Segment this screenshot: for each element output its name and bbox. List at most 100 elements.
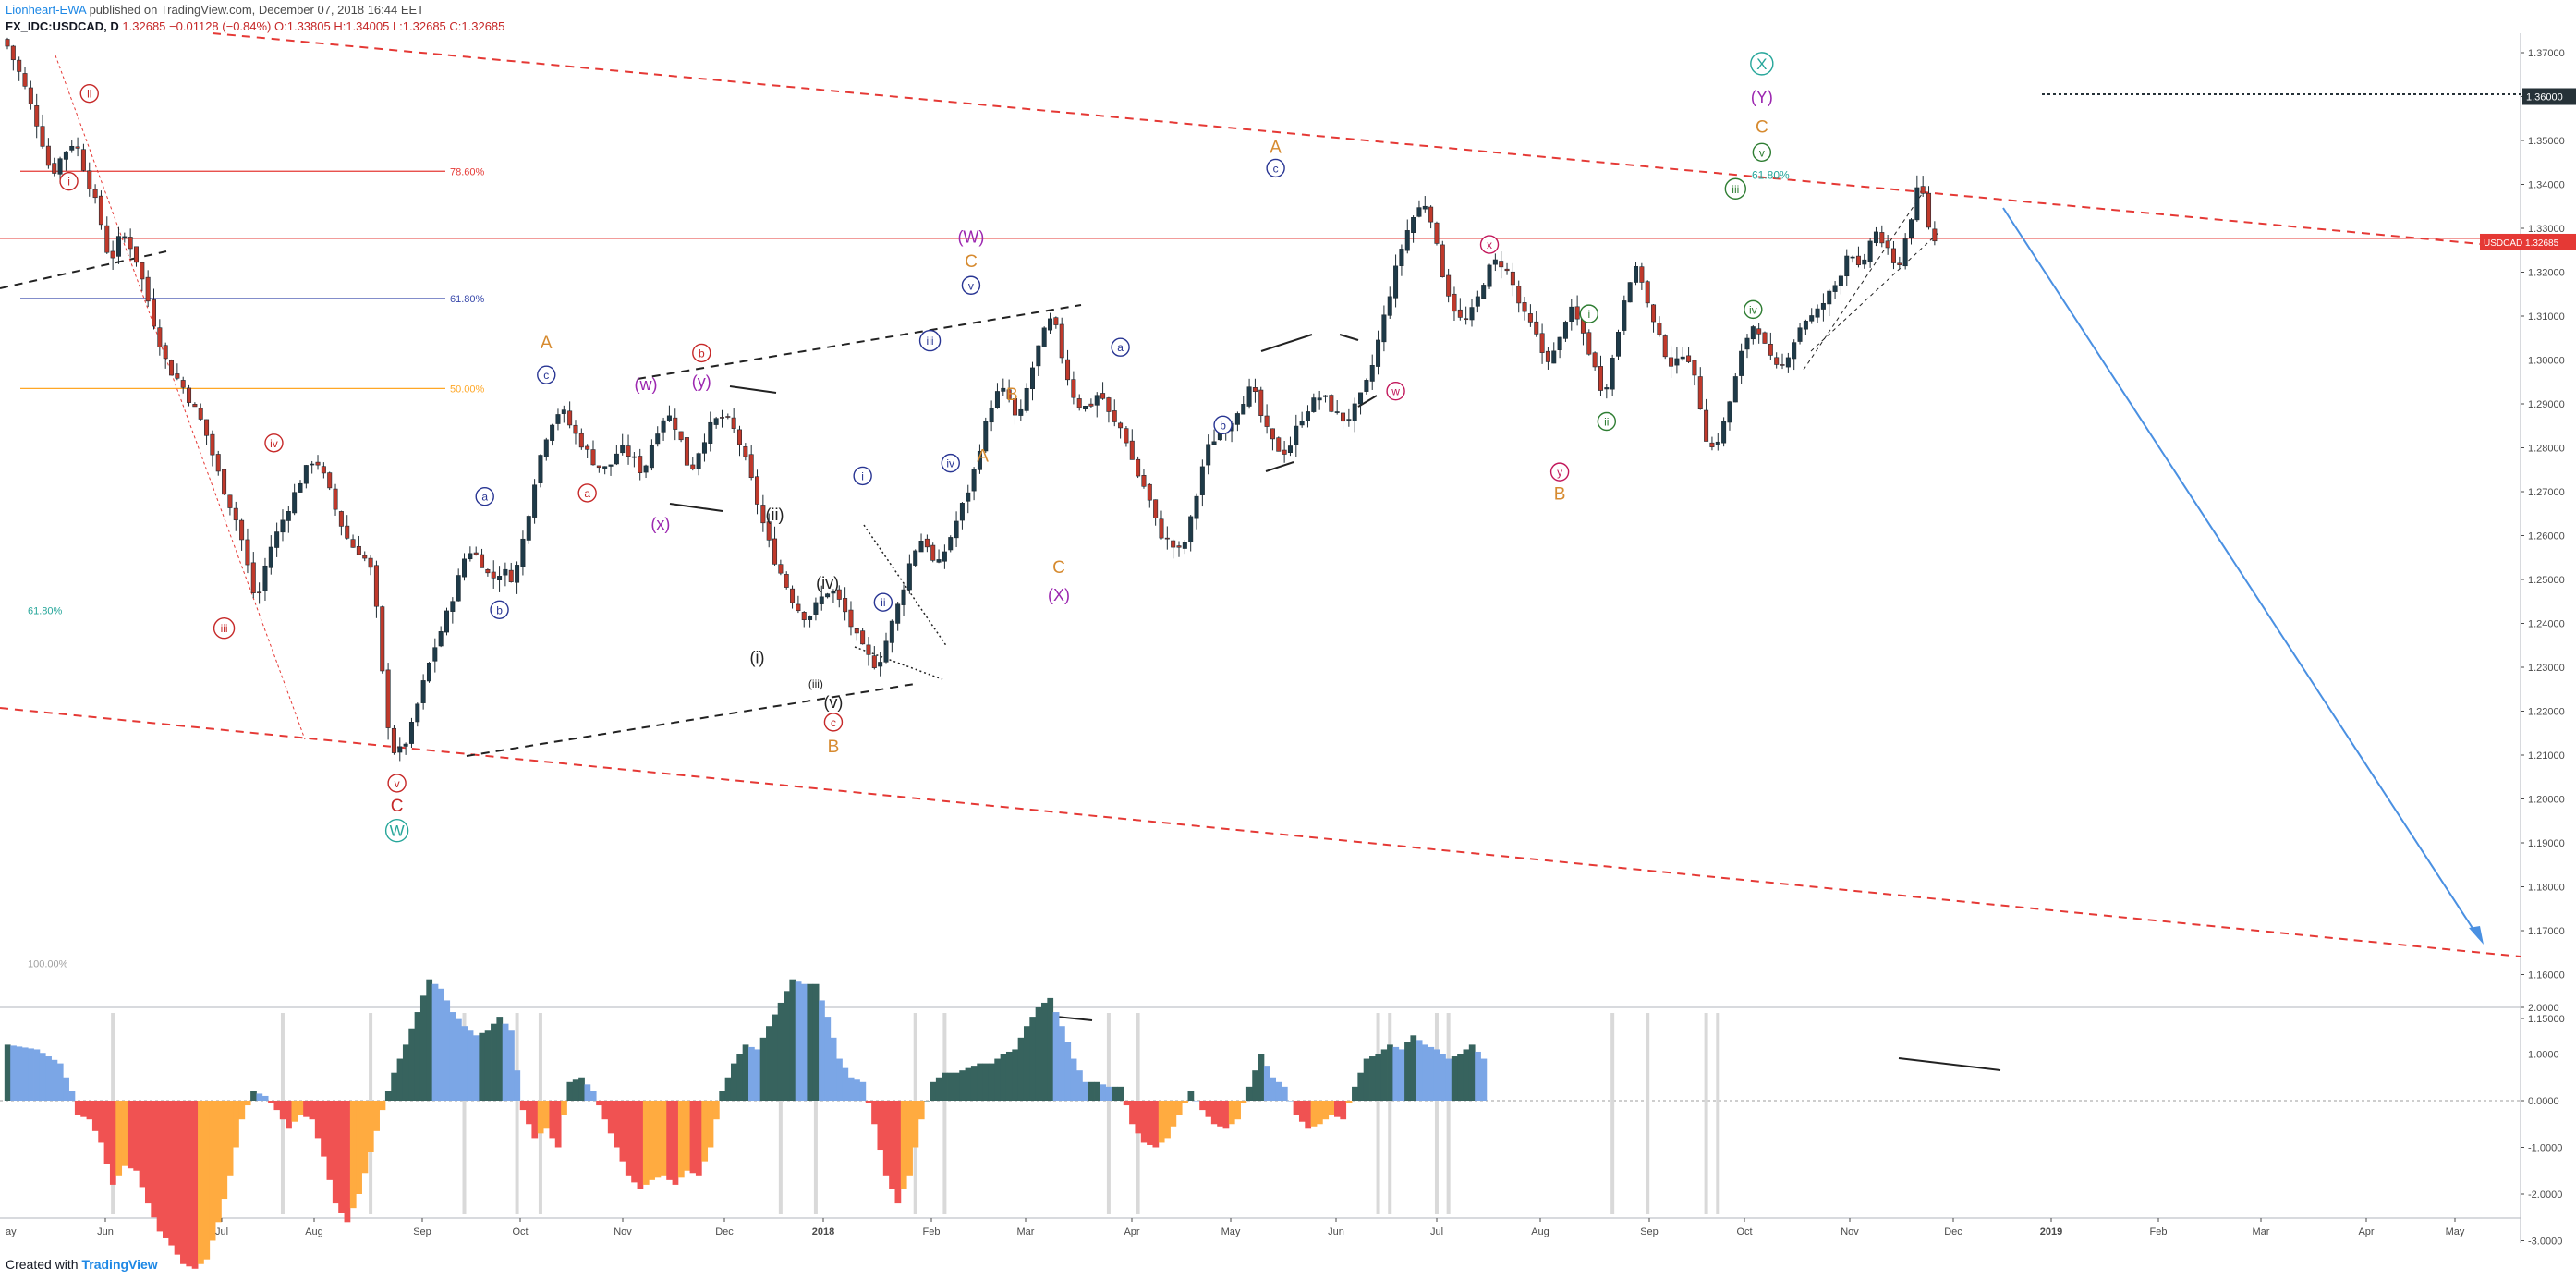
osc-bar bbox=[994, 1058, 1002, 1101]
candle-body bbox=[1616, 332, 1622, 357]
osc-bar bbox=[356, 1101, 362, 1194]
candle-body bbox=[480, 554, 485, 568]
fib-label: 61.80% bbox=[450, 294, 485, 305]
candle-body bbox=[1873, 231, 1878, 243]
osc-bar bbox=[1205, 1101, 1212, 1117]
candle-body bbox=[1164, 537, 1170, 540]
price-badge-text: USDCAD 1.32685 bbox=[2484, 238, 2559, 249]
candle-body bbox=[614, 453, 619, 465]
author-link[interactable]: Lionheart-EWA bbox=[6, 3, 86, 17]
candle-body bbox=[1527, 313, 1533, 323]
osc-bar bbox=[1422, 1044, 1428, 1101]
candle-body bbox=[825, 593, 831, 598]
y-tick-label: 1.15000 bbox=[2528, 1014, 2565, 1025]
osc-bar bbox=[467, 1030, 474, 1101]
osc-bar bbox=[16, 1046, 23, 1101]
wave-label: (iii) bbox=[808, 677, 823, 690]
candle-body bbox=[1844, 255, 1850, 277]
osc-bar bbox=[672, 1101, 679, 1185]
osc-bar bbox=[566, 1081, 574, 1101]
wave-label: y bbox=[1557, 466, 1562, 479]
candle-body bbox=[1106, 397, 1112, 412]
candle-body bbox=[397, 746, 403, 753]
candle-body bbox=[959, 503, 965, 521]
wave-circle bbox=[1549, 462, 1570, 482]
osc-bar bbox=[1017, 1037, 1025, 1101]
x-tick-label: Jul bbox=[215, 1226, 228, 1237]
osc-bar bbox=[882, 1101, 890, 1176]
osc-bar bbox=[1222, 1101, 1230, 1129]
candle-body bbox=[1264, 415, 1270, 427]
candle-body bbox=[415, 703, 420, 723]
osc-bar bbox=[1345, 1101, 1353, 1103]
x-tick-label: Jul bbox=[1430, 1226, 1443, 1237]
candle-body bbox=[204, 419, 210, 436]
candle-body bbox=[889, 620, 894, 643]
candle-body bbox=[152, 299, 157, 327]
tradingview-logo[interactable]: TradingView bbox=[81, 1257, 158, 1272]
candle-body bbox=[1457, 309, 1463, 318]
wave-circle bbox=[537, 365, 556, 384]
osc-bar bbox=[1245, 1086, 1253, 1101]
diag-upper bbox=[1803, 193, 1923, 371]
candle-body bbox=[503, 568, 508, 576]
candle-body bbox=[1785, 357, 1791, 368]
candle-body bbox=[128, 237, 133, 250]
candle-body bbox=[385, 669, 391, 728]
osc-bar bbox=[1398, 1049, 1405, 1101]
wave-label: i bbox=[861, 469, 864, 482]
x-tick-label: May bbox=[1221, 1226, 1241, 1237]
candle-body bbox=[1246, 386, 1252, 407]
candle-body bbox=[1879, 232, 1885, 244]
candle-body bbox=[1732, 376, 1738, 403]
candle-body bbox=[1176, 545, 1182, 548]
osc-bar bbox=[607, 1101, 614, 1134]
footer-credit: Created with TradingView bbox=[6, 1257, 158, 1272]
candle-body bbox=[1369, 365, 1375, 382]
osc-bar bbox=[1404, 1042, 1411, 1101]
candle-body bbox=[1481, 285, 1487, 299]
candle-body bbox=[1604, 387, 1610, 390]
osc-bar bbox=[912, 1101, 919, 1148]
osc-bar bbox=[1270, 1077, 1277, 1101]
candle-body bbox=[28, 87, 33, 104]
osc-bar bbox=[982, 1063, 990, 1101]
wave-circle bbox=[475, 487, 494, 506]
osc-bar bbox=[431, 983, 439, 1101]
candle-body bbox=[1118, 422, 1124, 429]
candle-body bbox=[17, 59, 22, 72]
candle-body bbox=[906, 563, 912, 591]
candle-body bbox=[34, 105, 40, 127]
candle-body bbox=[274, 531, 280, 548]
candle-body bbox=[40, 126, 45, 147]
wave-label: W bbox=[390, 823, 405, 840]
candle-body bbox=[684, 437, 689, 466]
wave-label: b bbox=[699, 347, 705, 360]
osc-bar bbox=[1199, 1101, 1206, 1111]
wave-label: (i) bbox=[750, 649, 765, 667]
osc-bar bbox=[174, 1101, 181, 1255]
osc-bar bbox=[754, 1049, 761, 1101]
candle-body bbox=[333, 488, 338, 510]
candle-body bbox=[954, 520, 959, 539]
candle-body bbox=[1100, 393, 1106, 399]
osc-bar bbox=[561, 1101, 567, 1115]
axes[interactable]: 1.37000 1.36000 1.35000 1.34000 1.33000 1.320… bbox=[6, 48, 2565, 1248]
x-tick-label: Aug bbox=[1531, 1226, 1549, 1237]
candle-body bbox=[1276, 437, 1282, 452]
wave-circle bbox=[213, 617, 236, 640]
osc-bar bbox=[198, 1101, 204, 1264]
wave-label: c bbox=[831, 716, 836, 729]
wave-circle bbox=[853, 466, 872, 486]
osc-bar bbox=[33, 1049, 41, 1101]
candle-body bbox=[1610, 358, 1615, 390]
candle-body bbox=[1071, 379, 1076, 398]
candle-body bbox=[1721, 421, 1727, 444]
y-tick-label: 1.23000 bbox=[2528, 663, 2565, 674]
y-tick-label: 1.29000 bbox=[2528, 399, 2565, 410]
candle-body bbox=[1657, 323, 1662, 335]
wave-circle bbox=[692, 343, 711, 363]
osc-bar bbox=[1100, 1084, 1107, 1101]
wave-label: b bbox=[1220, 419, 1226, 432]
candle-body bbox=[1317, 397, 1322, 401]
